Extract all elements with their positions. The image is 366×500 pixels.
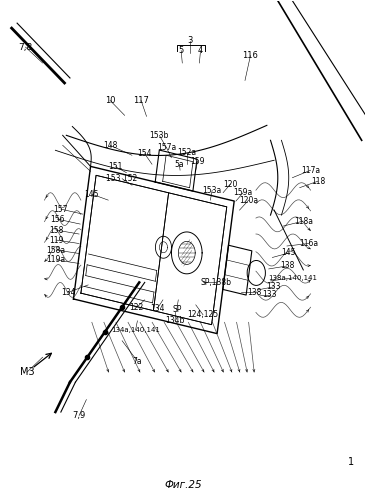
Text: 122: 122 xyxy=(130,303,144,312)
Text: 7a: 7a xyxy=(132,356,142,366)
Text: 133: 133 xyxy=(262,290,277,300)
Text: 154: 154 xyxy=(138,150,152,158)
Text: 152a: 152a xyxy=(177,148,196,158)
Text: 156: 156 xyxy=(50,214,64,224)
Text: 134: 134 xyxy=(61,288,75,297)
Text: 157a: 157a xyxy=(157,144,176,152)
Text: 116a: 116a xyxy=(299,239,318,248)
Text: 153 152: 153 152 xyxy=(107,174,138,183)
Text: 151: 151 xyxy=(108,162,123,171)
Text: 138: 138 xyxy=(280,262,294,270)
Text: Фиг.25: Фиг.25 xyxy=(164,480,202,490)
Text: SP: SP xyxy=(172,306,182,314)
Text: 7,8: 7,8 xyxy=(18,42,33,51)
Text: 7,9: 7,9 xyxy=(72,411,86,420)
Text: SP,138b: SP,138b xyxy=(200,278,231,287)
Text: 116: 116 xyxy=(243,51,258,60)
Text: 4: 4 xyxy=(198,46,203,55)
Text: 1: 1 xyxy=(348,457,354,467)
Text: 158a: 158a xyxy=(46,246,66,254)
Text: 157: 157 xyxy=(53,204,68,214)
Text: 138a,140,141: 138a,140,141 xyxy=(268,275,317,281)
Text: 119: 119 xyxy=(49,236,63,244)
Text: 124,125: 124,125 xyxy=(187,310,219,320)
Text: 3: 3 xyxy=(188,36,193,45)
Text: 118: 118 xyxy=(311,176,325,186)
Text: 153a: 153a xyxy=(202,186,222,194)
Text: M3: M3 xyxy=(20,367,34,377)
Text: 5a: 5a xyxy=(175,160,184,168)
Text: 133: 133 xyxy=(266,282,281,292)
Text: 145: 145 xyxy=(85,190,99,198)
Text: 134a,140,141: 134a,140,141 xyxy=(111,327,160,333)
Text: 148: 148 xyxy=(103,141,117,150)
Text: 119a: 119a xyxy=(46,256,66,264)
Text: 10: 10 xyxy=(105,96,115,105)
Text: 159: 159 xyxy=(190,156,205,166)
Text: 134: 134 xyxy=(150,304,165,313)
Text: 159a: 159a xyxy=(234,188,253,197)
Text: 120a: 120a xyxy=(239,196,258,204)
Text: 118a: 118a xyxy=(294,216,313,226)
Text: 117: 117 xyxy=(133,96,149,105)
Text: 5: 5 xyxy=(179,46,184,55)
Text: 134b: 134b xyxy=(165,316,185,326)
Text: 117a: 117a xyxy=(301,166,320,174)
Text: 120: 120 xyxy=(223,180,238,188)
Text: 145: 145 xyxy=(281,248,296,258)
Text: 138: 138 xyxy=(247,288,261,297)
Text: 153b: 153b xyxy=(150,131,169,140)
Text: 158: 158 xyxy=(49,226,63,234)
